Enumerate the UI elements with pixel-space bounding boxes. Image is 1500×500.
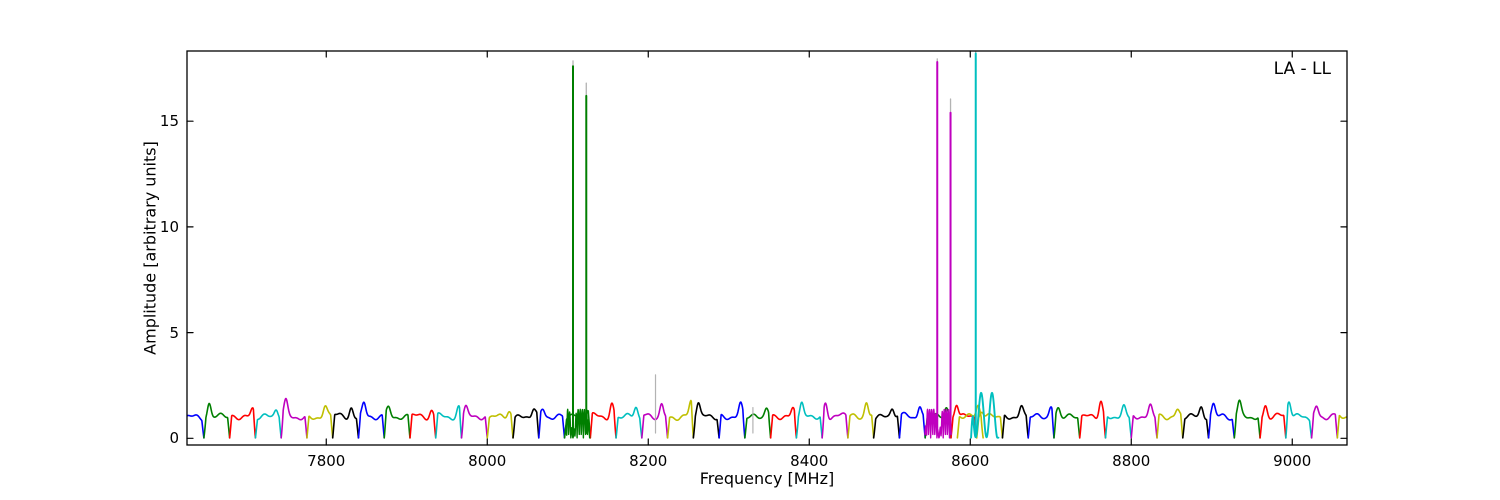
axes-frame [186, 50, 1348, 446]
x-tick-label: 9000 [1273, 452, 1312, 470]
x-tick-label: 8800 [1112, 452, 1151, 470]
series-annotation: LA - LL [1273, 59, 1331, 79]
x-tick-label: 8200 [629, 452, 668, 470]
y-tick-label: 15 [159, 112, 179, 131]
x-tick-label: 7800 [307, 452, 346, 470]
x-axis-label: Frequency [MHz] [699, 469, 835, 488]
x-tick-label: 8400 [790, 452, 829, 470]
data-lines [187, 51, 1347, 439]
y-tick-label: 5 [169, 323, 179, 342]
x-tick-label: 8000 [468, 452, 507, 470]
y-tick-label: 10 [159, 217, 179, 236]
y-tick-label: 0 [169, 429, 179, 448]
x-tick-label: 8600 [951, 452, 990, 470]
